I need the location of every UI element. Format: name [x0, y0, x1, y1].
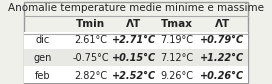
Text: 7.19°C: 7.19°C [160, 35, 193, 45]
Text: dic: dic [36, 35, 50, 45]
Text: +0.26°C: +0.26°C [200, 71, 244, 81]
Text: 2.82°C: 2.82°C [74, 71, 107, 81]
FancyBboxPatch shape [24, 32, 248, 49]
Text: ΛT: ΛT [215, 18, 230, 29]
Text: Tmax: Tmax [161, 18, 193, 29]
Text: 2.61°C: 2.61°C [74, 35, 107, 45]
Text: +1.22°C: +1.22°C [200, 53, 244, 63]
Text: +0.15°C: +0.15°C [112, 53, 156, 63]
Text: Tmin: Tmin [76, 18, 105, 29]
Text: feb: feb [35, 71, 51, 81]
Text: 9.26°C: 9.26°C [160, 71, 193, 81]
Text: Anomalie temperature medie minime e massime: Anomalie temperature medie minime e mass… [8, 3, 264, 13]
Text: +0.79°C: +0.79°C [200, 35, 244, 45]
Text: ΛT: ΛT [126, 18, 141, 29]
Text: +2.71°C: +2.71°C [112, 35, 156, 45]
FancyBboxPatch shape [24, 49, 248, 66]
FancyBboxPatch shape [24, 66, 248, 83]
Text: -0.75°C: -0.75°C [72, 53, 109, 63]
Text: 7.12°C: 7.12°C [160, 53, 193, 63]
Text: gen: gen [34, 53, 52, 63]
Text: +2.52°C: +2.52°C [112, 71, 156, 81]
